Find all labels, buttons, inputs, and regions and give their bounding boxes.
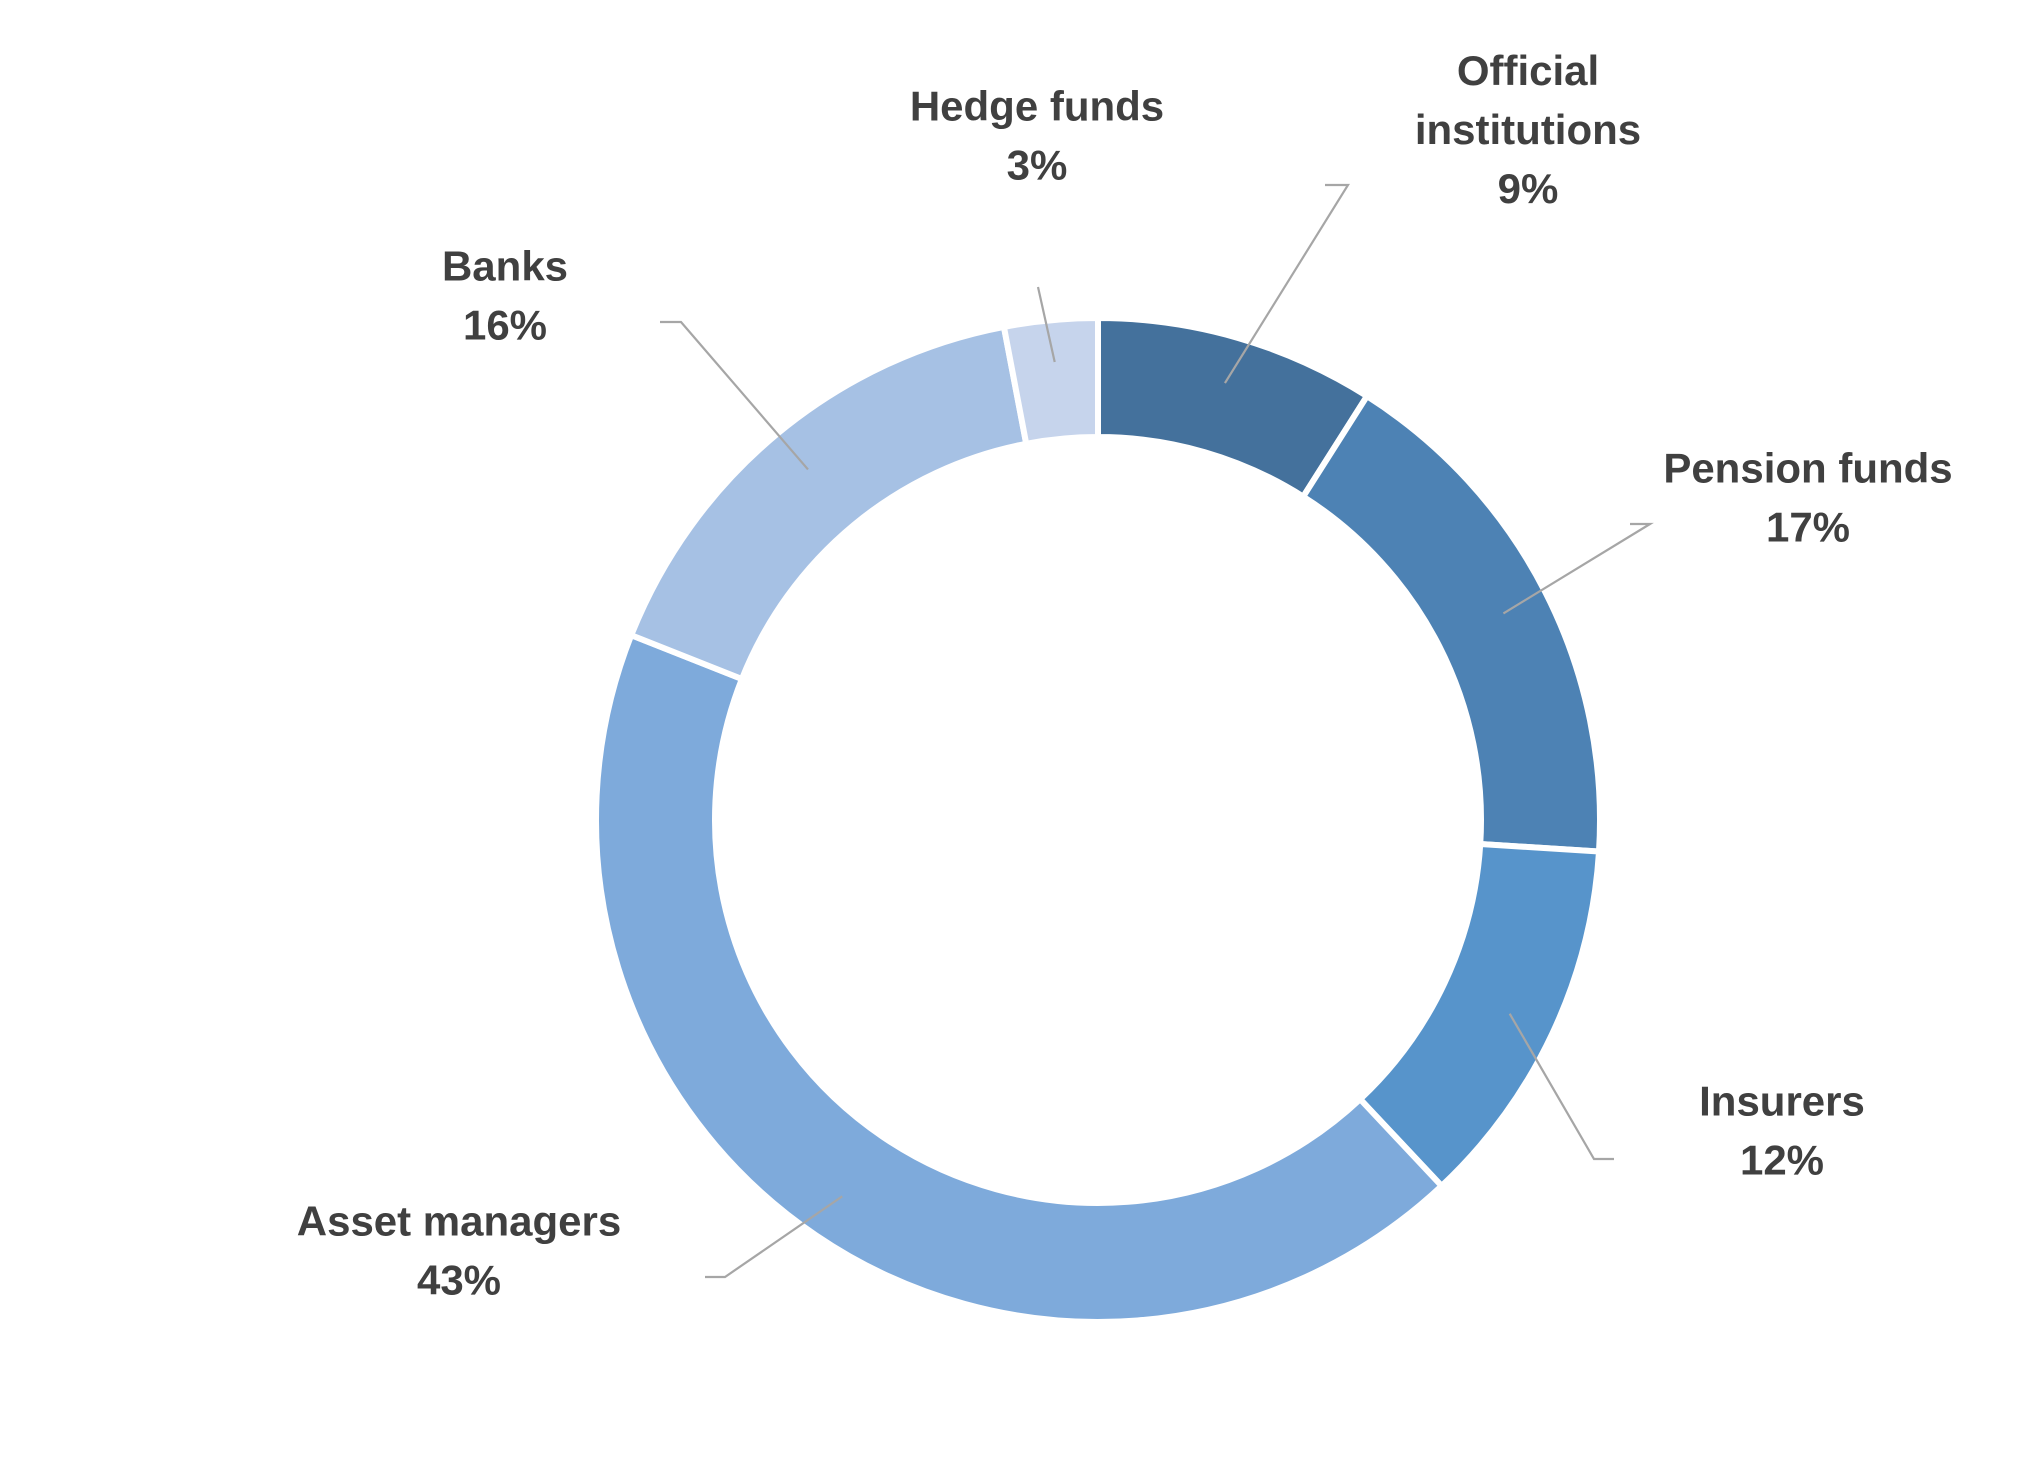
- slice-pension-funds: [1299, 392, 1603, 855]
- leader-line-hedge-funds: [1036, 286, 1056, 363]
- leader-line-asset-managers: [705, 1195, 843, 1279]
- leader-line-banks: [660, 320, 809, 471]
- label-official-institutions: Official institutions 9%: [1415, 47, 1641, 212]
- leader-line-pension-funds: [1502, 522, 1654, 615]
- label-name-asset-managers: Asset managers: [297, 1198, 622, 1245]
- label-name-official-institutions: Official: [1457, 47, 1599, 94]
- leader-line-insurers: [1508, 1013, 1614, 1161]
- slice-asset-managers: [593, 631, 1446, 1325]
- label-name-insurers: Insurers: [1699, 1078, 1865, 1125]
- label-name-banks: Banks: [442, 243, 568, 290]
- label-value-official-institutions: 9%: [1498, 165, 1559, 212]
- slice-labels: Official institutions 9% Pension funds 17% In…: [297, 47, 1953, 1304]
- label-value-insurers: 12%: [1740, 1137, 1824, 1184]
- label-name-pension-funds: Pension funds: [1663, 445, 1952, 492]
- label-value-hedge-funds: 3%: [1007, 142, 1068, 189]
- leader-lines: [660, 183, 1654, 1279]
- leader-line-official-institutions: [1224, 183, 1350, 384]
- label-asset-managers: Asset managers 43%: [297, 1198, 622, 1304]
- slice-banks: [627, 323, 1030, 683]
- label-value-pension-funds: 17%: [1766, 504, 1850, 551]
- label-name-official-institutions: institutions: [1415, 106, 1641, 153]
- label-value-asset-managers: 43%: [417, 1257, 501, 1304]
- label-pension-funds: Pension funds 17%: [1663, 445, 1952, 551]
- label-name-hedge-funds: Hedge funds: [910, 83, 1164, 130]
- slice-hedge-funds: [1000, 314, 1101, 448]
- label-banks: Banks 16%: [442, 243, 568, 349]
- label-hedge-funds: Hedge funds 3%: [910, 83, 1164, 189]
- donut-slices: [593, 314, 1603, 1325]
- label-insurers: Insurers 12%: [1699, 1078, 1865, 1184]
- label-value-banks: 16%: [463, 302, 547, 349]
